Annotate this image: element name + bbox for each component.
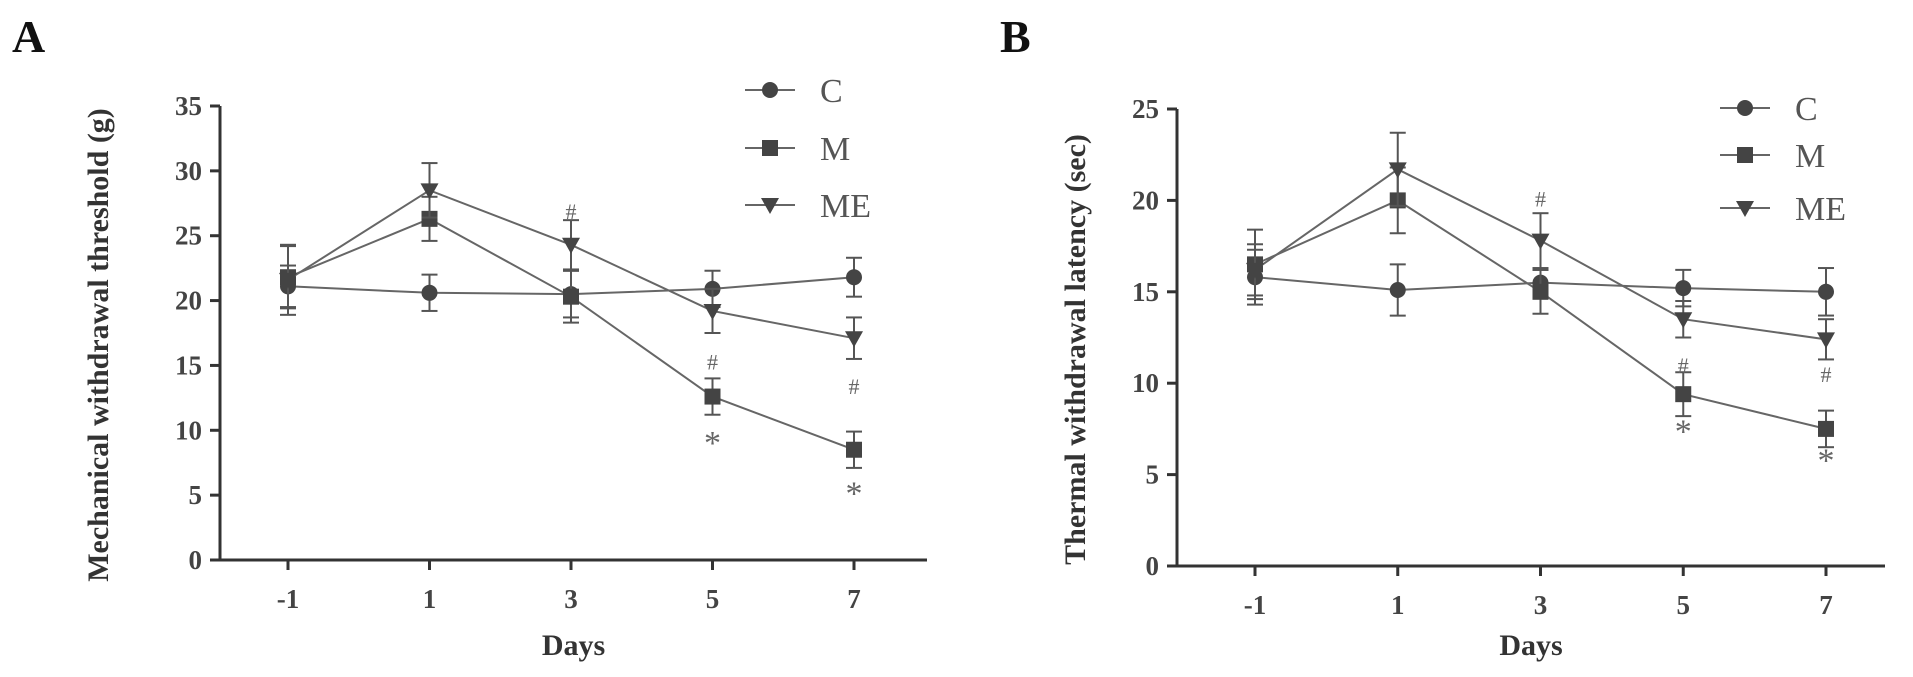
- y-tick-label: 25: [1132, 94, 1159, 124]
- x-axis-label: Days: [1499, 629, 1562, 662]
- significance-hash: #: [566, 199, 577, 224]
- y-tick-label: 15: [175, 350, 202, 380]
- data-point: [1674, 312, 1693, 329]
- legend-marker: [1736, 201, 1754, 217]
- x-tick-label: 1: [1391, 590, 1405, 620]
- data-point: [1818, 283, 1834, 300]
- y-tick-label: 10: [1132, 368, 1159, 398]
- x-tick-label: 1: [423, 584, 437, 614]
- legend-marker: [1737, 100, 1753, 116]
- series-ME: [279, 162, 863, 360]
- data-point: [420, 183, 439, 200]
- data-point: [1389, 281, 1406, 298]
- x-tick-label: 3: [564, 584, 578, 614]
- y-tick-label: 15: [1132, 277, 1159, 307]
- data-point: [563, 288, 579, 305]
- x-tick-label: 7: [1819, 590, 1833, 620]
- x-tick-label: 7: [847, 584, 861, 614]
- data-point: [562, 237, 580, 254]
- legend-label: ME: [820, 188, 871, 225]
- data-point: [421, 284, 438, 301]
- legend-label: ME: [1795, 191, 1846, 228]
- significance-star: *: [704, 425, 721, 462]
- legend-marker: [762, 82, 778, 98]
- x-tick-label: -1: [1244, 590, 1267, 620]
- y-tick-label: 0: [1146, 551, 1160, 581]
- significance-star: *: [1818, 443, 1835, 480]
- significance-hash: #: [707, 350, 718, 375]
- data-point: [1818, 420, 1834, 437]
- y-tick-label: 25: [175, 221, 202, 251]
- series-ME: [1246, 131, 1835, 361]
- data-point: [845, 331, 863, 348]
- data-point: [421, 210, 438, 227]
- legend-marker: [762, 140, 778, 156]
- data-point: [846, 441, 862, 458]
- y-tick-label: 20: [1132, 185, 1159, 215]
- data-point: [279, 272, 297, 289]
- data-point: [1675, 280, 1692, 297]
- significance-hash: #: [1535, 187, 1546, 212]
- panel-label: B: [1000, 11, 1031, 62]
- y-axis-label: Mechanical withdrawal threshold (g): [82, 108, 115, 582]
- y-axis-label: Thermal withdrawal latency (sec): [1059, 134, 1092, 565]
- significance-hash: #: [1678, 353, 1689, 378]
- x-axis-label: Days: [542, 629, 605, 662]
- data-point: [846, 269, 862, 286]
- y-tick-label: 30: [175, 156, 202, 186]
- data-point: [704, 388, 721, 405]
- legend-label: M: [820, 131, 850, 168]
- y-tick-label: 5: [1146, 460, 1160, 490]
- panel-label: A: [12, 11, 45, 62]
- y-tick-label: 20: [175, 286, 202, 316]
- data-point: [703, 303, 722, 320]
- legend-marker: [1737, 147, 1753, 163]
- data-point: [1675, 386, 1692, 403]
- y-tick-label: 35: [175, 91, 202, 121]
- data-point: [1388, 162, 1407, 179]
- legend-marker: [761, 198, 779, 214]
- data-point: [1817, 332, 1835, 349]
- x-tick-label: 5: [706, 584, 720, 614]
- panel-B: B 0 5 10 15 20 25 -1 1 3 5 7 Days Thermal withdrawal …: [1000, 11, 1885, 662]
- data-point: [1246, 262, 1264, 279]
- x-tick-label: 5: [1677, 590, 1691, 620]
- significance-star: *: [1675, 413, 1692, 450]
- y-tick-label: 5: [189, 480, 203, 510]
- significance-star: *: [846, 475, 863, 512]
- data-point: [1531, 233, 1550, 250]
- legend-label: C: [1795, 91, 1818, 128]
- y-tick-label: 0: [189, 545, 203, 575]
- significance-hash: #: [849, 374, 860, 399]
- significance-hash: #: [1821, 362, 1832, 387]
- data-point: [1532, 283, 1549, 300]
- x-tick-label: -1: [277, 584, 300, 614]
- y-tick-label: 10: [175, 415, 202, 445]
- legend-label: C: [820, 73, 843, 110]
- x-tick-label: 3: [1534, 590, 1548, 620]
- legend-label: M: [1795, 138, 1825, 175]
